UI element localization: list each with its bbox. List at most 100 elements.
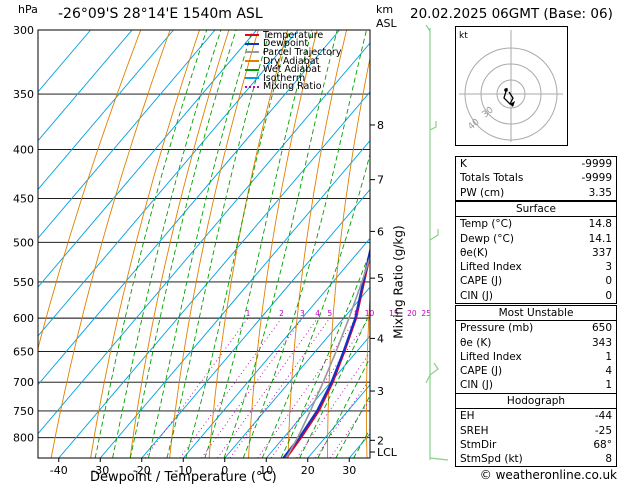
axis-labels: 1 2 3 4 5 8 10 15 20 2530035040045050055060065070… [13,24,431,477]
datetime-title: 20.02.2025 06GMT (Base: 06) [410,6,613,22]
km-tick-label: 3 [377,385,384,398]
pressure-unit-label: hPa [18,3,38,16]
legend-label: Temperature [263,29,324,41]
surface-panel: Surface Temp (°C) 14.8 Dewp (°C) 14.1 θe(K… [455,201,617,305]
legend-swatch [245,42,259,45]
isotherm [38,30,216,239]
dry-adiabat [327,56,370,458]
mixing-ratio-label: 4 [315,309,320,318]
wet-adiabat [112,30,222,458]
x-tick-label: -20 [133,464,151,477]
mixing-ratio-line [217,317,319,458]
dry-adiabat [208,30,289,458]
hodograph: kt 40 30 [455,26,568,146]
isotherm [38,30,174,191]
y-tick-label: 800 [13,432,34,445]
isotherm [265,335,370,458]
dry-adiabat [365,291,370,458]
y-tick-label: 350 [13,88,34,101]
mixing-ratio-line [329,399,370,458]
indices-panel: K -9999 Totals Totals -9999 PW (cm) 3.35 [455,156,617,201]
legend-swatch [245,51,259,54]
mixing-ratio-label: 1 [246,309,251,318]
mixing-ratio-line [315,378,370,458]
x-tick-label: -40 [50,464,68,477]
dry-adiabat [287,30,348,458]
legend: Temperature Dewpoint Parcel Trajectory Dry … [245,29,342,93]
y-tick-label: 300 [13,24,34,37]
wet-adiabat [185,30,291,458]
km-tick-label: 8 [377,119,384,132]
wind-barb [425,24,431,32]
mixing-ratio-label: 10 [365,309,375,318]
hodograph-title: Hodograph [456,394,616,410]
y-tick-label: 550 [13,276,34,289]
legend-label: Dry Adiabat [263,55,320,67]
index-row: K -9999 [460,158,612,170]
km-tick-label: LCL [377,446,398,459]
x-tick-label: -10 [174,464,192,477]
wet-adiabat [204,30,313,458]
hodo-unit: kt [459,31,468,41]
wet-adiabat [261,152,370,458]
wet-adiabat [94,30,208,458]
legend-label: Wet Adiabat [263,64,321,76]
wind-profile [425,24,449,461]
wet-adiabat [280,250,370,458]
legend-swatch [245,68,259,71]
mixing-ratio-label: 3 [300,309,305,318]
wet-adiabat [223,30,338,458]
x-tick-label: 0 [221,464,228,477]
legend-item: Dry Adiabat [245,55,341,67]
hodograph-panel: Hodograph EH -44 SREH -25 StmDir 68° StmSpd… [455,393,617,468]
km-tick-label: 4 [377,332,384,345]
wet-adiabat [242,30,367,458]
x-axis-title: Dewpoint / Temperature (°C) [90,470,277,485]
location-title: -26°09'S 28°14'E 1540m ASL [58,6,263,22]
series-dewpoint [282,246,370,458]
y-tick-label: 650 [13,345,34,358]
x-tick-label: -30 [91,464,109,477]
dry-adiabat [129,30,230,458]
legend-label: Mixing Ratio [263,81,322,93]
km-tick-label: 5 [377,272,384,285]
mixing-ratio-label: 15 [389,309,399,318]
y-tick-label: 450 [13,193,34,206]
mixing-ratio-line [201,317,303,458]
legend-label: Parcel Trajectory [263,46,342,58]
series-parcel-trajectory [285,254,370,458]
wind-barb [429,457,449,461]
y-tick-label: 750 [13,405,34,418]
dry-adiabat [90,30,200,458]
isotherm [38,42,370,435]
legend-swatch [245,85,259,88]
wind-barb [429,229,439,241]
mixing-ratio-label: 5 [327,309,332,318]
wet-adiabat [166,30,271,458]
isotherm [224,286,370,458]
wet-adiabat [129,30,237,458]
index-row: PW (cm) 3.35 [460,186,612,199]
legend-item: Mixing Ratio [245,81,341,93]
legend-item: Wet Adiabat [245,65,341,74]
background-lines [38,30,370,458]
dry-adiabat [248,30,318,458]
isotherm [38,30,299,337]
y-tick-label: 700 [13,376,34,389]
height-unit-top: km [376,3,394,16]
isotherm [38,30,133,142]
mixing-ratio-label: 25 [421,309,431,318]
isotherm [307,384,370,458]
dry-adiabat [38,30,142,351]
plot-frame [37,29,371,459]
isotherm [38,30,340,386]
footer-credit: © weatheronline.co.uk [479,468,617,482]
mixing-ratio-line [229,317,331,458]
km-tick-label: 7 [377,174,384,187]
y-tick-label: 500 [13,236,34,249]
km-tick-label: 2 [377,434,384,447]
mixing-ratio-label: 20 [407,309,417,318]
x-tick-label: 30 [342,464,356,477]
legend-swatch [245,60,259,63]
legend-label: Isotherm [263,72,306,84]
